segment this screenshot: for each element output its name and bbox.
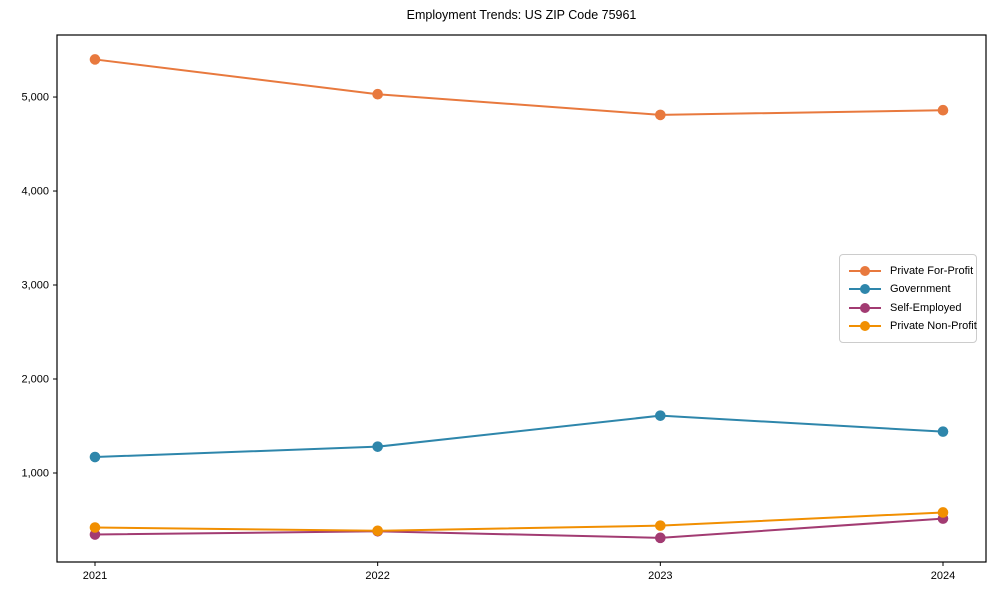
data-point-private-non-profit bbox=[89, 522, 101, 533]
x-axis-tick-label: 2024 bbox=[931, 570, 955, 582]
data-point-government bbox=[89, 451, 101, 463]
data-point-government bbox=[372, 441, 383, 452]
plot-border bbox=[56, 34, 987, 563]
legend-marker-private-for-profit bbox=[849, 266, 881, 276]
x-axis-tick-label: 2022 bbox=[365, 570, 389, 582]
data-point-private-for-profit bbox=[89, 54, 101, 65]
legend-marker-government bbox=[849, 284, 881, 295]
data-point-private-for-profit bbox=[372, 88, 383, 100]
data-point-government bbox=[937, 426, 949, 437]
data-point-private-non-profit bbox=[937, 507, 949, 518]
legend-item-private-non-profit: Private Non-Profit bbox=[849, 317, 977, 335]
legend: Private For-Profit Government Self-Employe… bbox=[839, 254, 977, 343]
data-point-private-for-profit bbox=[937, 104, 949, 116]
chart-title: Employment Trends: US ZIP Code 75961 bbox=[406, 8, 637, 22]
data-point-private-non-profit bbox=[372, 525, 383, 537]
data-point-private-non-profit bbox=[655, 520, 666, 531]
legend-item-self-employed: Self-Employed bbox=[849, 299, 967, 317]
legend-marker-private-non-profit bbox=[849, 320, 881, 331]
legend-label-private-for-profit: Private For-Profit bbox=[890, 265, 974, 277]
legend-item-government: Government bbox=[849, 280, 967, 298]
y-axis-tick-label: 4,000 bbox=[21, 186, 49, 198]
data-point-self-employed bbox=[655, 532, 666, 544]
legend-marker-self-employed bbox=[849, 302, 881, 313]
y-axis-tick-label: 2,000 bbox=[21, 374, 49, 386]
legend-label-self-employed: Self-Employed bbox=[890, 301, 962, 314]
y-axis-tick-label: 1,000 bbox=[21, 467, 49, 479]
y-axis-tick-label: 5,000 bbox=[21, 92, 49, 104]
series-line-private-non-profit bbox=[94, 511, 944, 532]
series-line-private-for-profit bbox=[94, 58, 944, 116]
data-point-government bbox=[655, 410, 666, 421]
legend-label-private-non-profit: Private Non-Profit bbox=[890, 319, 977, 332]
data-point-private-for-profit bbox=[655, 109, 666, 121]
x-axis-tick-label: 2021 bbox=[83, 570, 107, 582]
series-line-self-employed bbox=[94, 517, 944, 539]
x-axis-tick-label: 2023 bbox=[648, 570, 672, 582]
legend-label-government: Government bbox=[890, 283, 951, 296]
y-axis-tick-label: 3,000 bbox=[21, 280, 49, 292]
legend-item-private-for-profit: Private For-Profit bbox=[849, 262, 973, 280]
series-line-government bbox=[94, 414, 944, 459]
